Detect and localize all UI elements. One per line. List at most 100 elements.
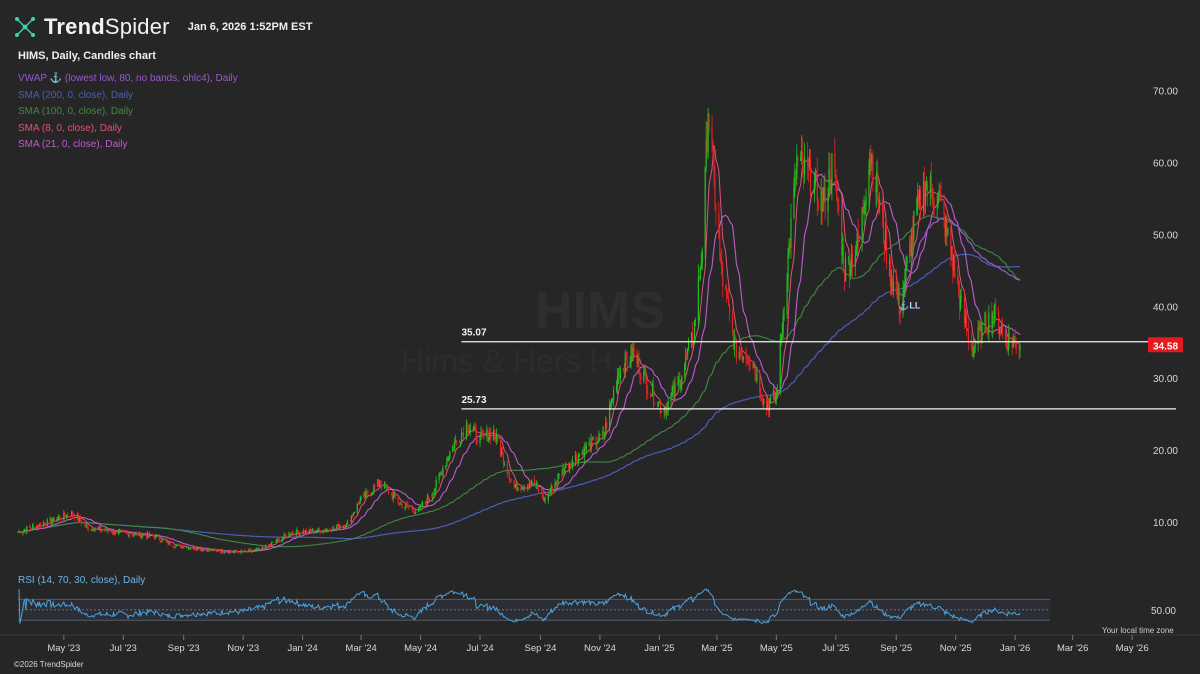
candles xyxy=(17,107,1021,555)
candle-body xyxy=(387,488,390,494)
candle-body xyxy=(330,529,332,532)
candle-body xyxy=(610,404,612,406)
candle-body xyxy=(25,529,27,532)
candle-body xyxy=(418,507,420,512)
candle-body xyxy=(224,552,226,554)
candle-body xyxy=(575,454,578,460)
candle-body xyxy=(30,527,32,529)
candle-body xyxy=(897,288,899,299)
candle-body xyxy=(228,551,231,554)
candle-body xyxy=(298,532,300,535)
x-tick-label: May '24 xyxy=(404,643,437,654)
candle-body xyxy=(645,371,647,379)
candle-body xyxy=(719,238,721,256)
time-axis[interactable]: May '23 Jul '23 Sep '23 Nov '23 Jan '24 Mar '… xyxy=(0,634,1200,654)
candle-body xyxy=(425,501,428,504)
horizontal-levels[interactable]: 35.07 25.73 xyxy=(461,328,1176,410)
candle-body xyxy=(674,383,676,396)
candle-body xyxy=(564,467,566,473)
candle-body xyxy=(952,253,954,271)
candle-body xyxy=(351,515,353,517)
candle-body xyxy=(44,523,46,525)
legend-sma-21[interactable]: SMA (21, 0, close), Daily xyxy=(18,139,128,150)
candle-body xyxy=(548,492,550,494)
candle-body xyxy=(923,181,926,205)
candle-body xyxy=(995,304,997,312)
candle-body xyxy=(168,542,170,545)
legend-sma-200[interactable]: SMA (200, 0, close), Daily xyxy=(18,89,134,101)
candle-body xyxy=(236,551,238,553)
candle-body xyxy=(192,546,195,549)
candle-body xyxy=(534,479,536,485)
candle-body xyxy=(800,157,802,161)
candle-body xyxy=(1006,344,1008,350)
candle-body xyxy=(268,544,271,546)
candle-body xyxy=(801,152,803,158)
candle-body xyxy=(111,532,114,534)
candle-body xyxy=(898,288,900,312)
candle-body xyxy=(311,529,313,532)
candle-body xyxy=(742,356,744,361)
candle-body xyxy=(490,432,492,440)
candle-body xyxy=(452,446,454,453)
candle-body xyxy=(399,503,401,505)
candle-body xyxy=(841,210,843,257)
candle-body xyxy=(843,245,845,272)
candle-body xyxy=(393,493,395,495)
candle-body xyxy=(767,404,770,412)
candle-body xyxy=(835,169,837,179)
candle-body xyxy=(215,549,217,551)
candle-body xyxy=(292,532,294,534)
candle-body xyxy=(725,286,727,289)
candle-body xyxy=(383,483,386,488)
candle-body xyxy=(244,550,246,552)
candle-body xyxy=(916,208,918,212)
candle-body xyxy=(933,204,935,207)
candle-body xyxy=(299,532,301,535)
candle-body xyxy=(979,323,981,331)
candle-body xyxy=(535,483,538,486)
candle-body xyxy=(877,172,879,200)
candle-body xyxy=(459,442,462,444)
candle-body xyxy=(863,206,865,213)
candle-body xyxy=(290,534,292,536)
candle-body xyxy=(46,519,48,526)
candle-body xyxy=(308,529,311,533)
candle-body xyxy=(357,503,359,505)
rsi-tick-label: 50.00 xyxy=(1151,606,1176,617)
legend-vwap[interactable]: VWAP ⚓ (lowest low, 80, no bands, ohlc4)… xyxy=(18,73,238,84)
candle-body xyxy=(506,464,508,474)
candle-body xyxy=(781,332,783,338)
candle-body xyxy=(946,217,948,234)
candle-body xyxy=(285,535,287,538)
candle-body xyxy=(63,512,65,520)
price-axis[interactable]: 10.00 20.00 30.00 40.00 50.00 60.00 70.00 xyxy=(1153,87,1178,529)
anchor-marker: ⚓LL xyxy=(898,299,921,310)
legend-sma-8[interactable]: SMA (8, 0, close), Daily xyxy=(18,122,122,134)
x-tick-label: May '23 xyxy=(47,643,80,654)
candle-body xyxy=(1011,340,1013,348)
candle-body xyxy=(169,542,171,546)
candle-body xyxy=(449,452,451,458)
candle-body xyxy=(119,530,121,532)
candle-body xyxy=(680,383,682,389)
candle-body xyxy=(972,347,974,357)
candle-body xyxy=(664,409,666,414)
candle-body xyxy=(945,217,947,238)
candle-body xyxy=(283,533,285,538)
candle-body xyxy=(588,442,590,446)
timezone-note[interactable]: Your local time zone xyxy=(1102,626,1174,635)
candle-body xyxy=(255,548,257,550)
rsi-label[interactable]: RSI (14, 70, 30, close), Daily xyxy=(18,575,146,586)
candle-body xyxy=(752,363,754,368)
candle-body xyxy=(953,256,955,271)
candle-body xyxy=(1019,345,1021,351)
candle-body xyxy=(370,494,372,496)
candle-body xyxy=(890,279,892,287)
candle-body xyxy=(269,544,272,545)
candle-body xyxy=(514,486,516,488)
candle-body xyxy=(342,526,345,528)
candle-body xyxy=(808,157,811,168)
legend-sma-100[interactable]: SMA (100, 0, close), Daily xyxy=(18,106,134,117)
